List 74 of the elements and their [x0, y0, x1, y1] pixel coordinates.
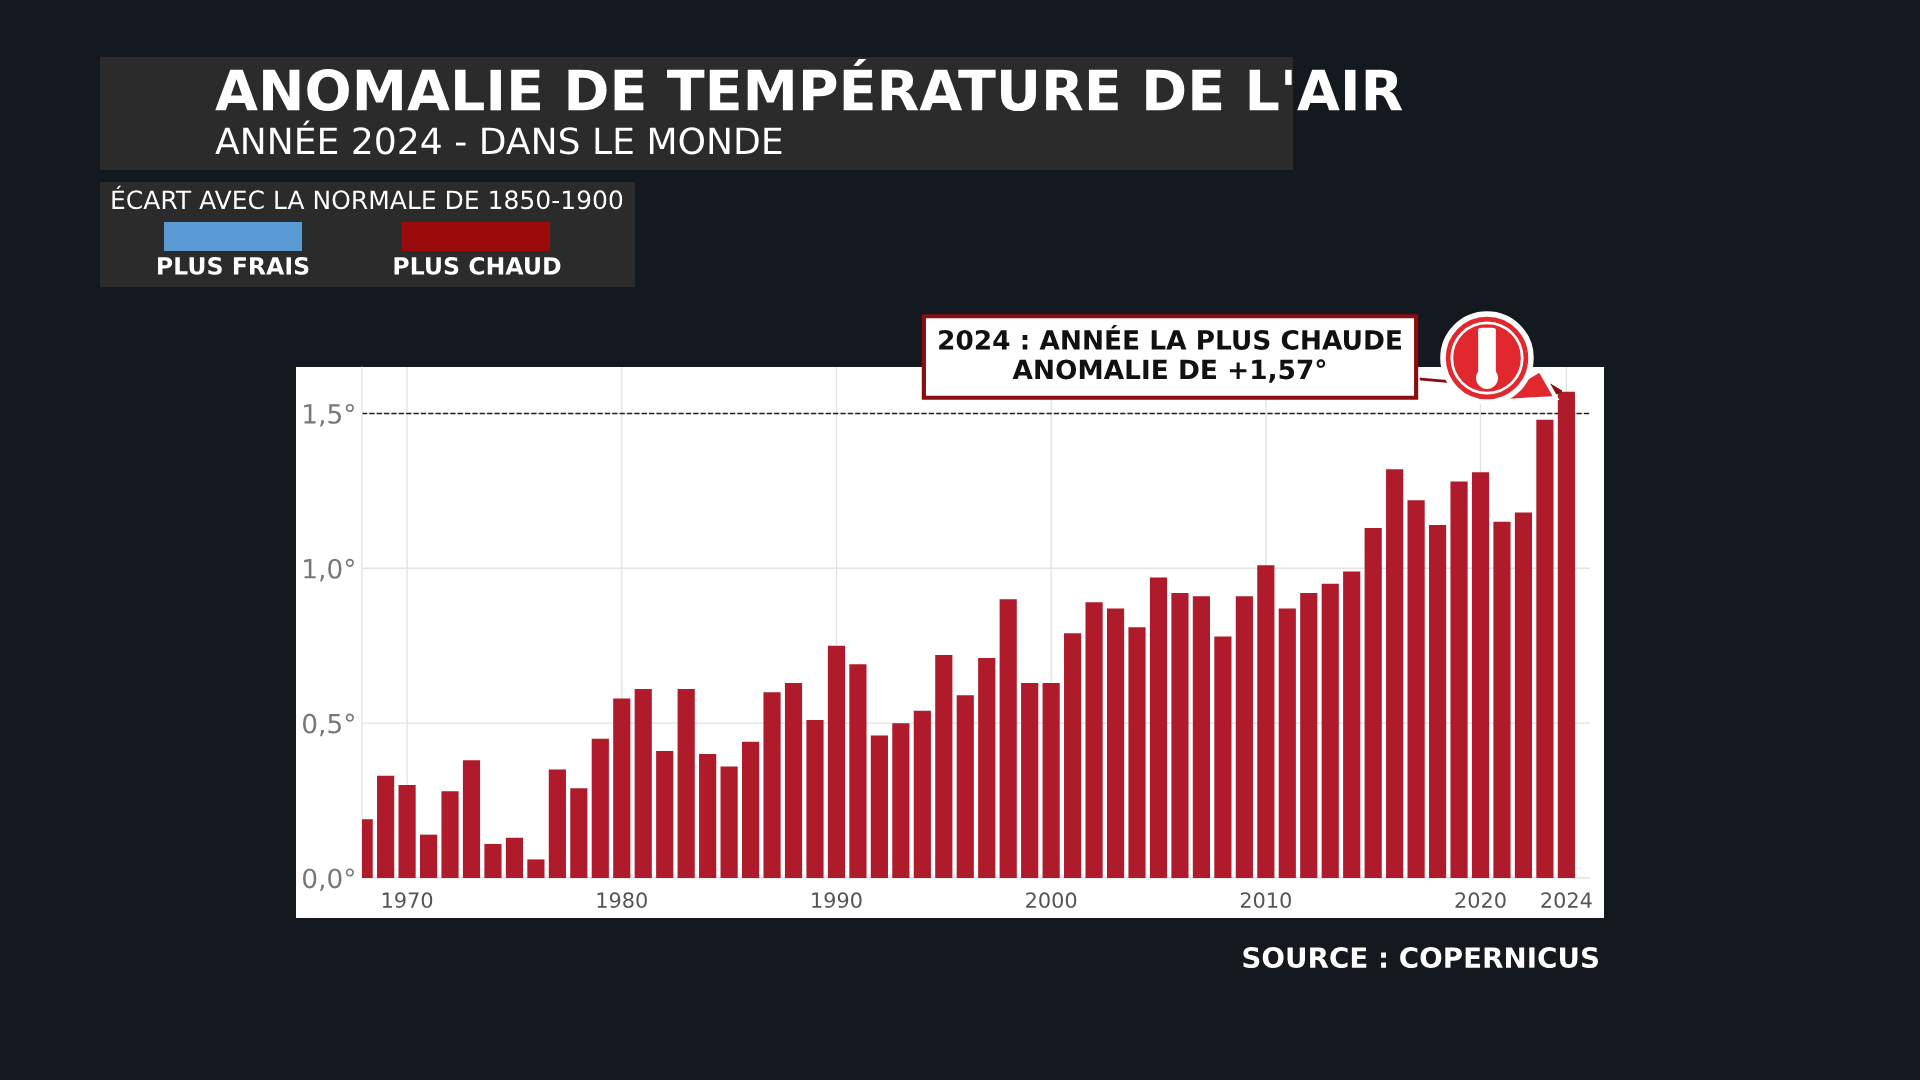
y-tick-label: 0,0° — [303, 868, 354, 892]
bar — [1171, 593, 1189, 878]
annotation: 2024 : ANNÉE LA PLUS CHAUDE ANOMALIE DE +1,57° — [939, 325, 1401, 383]
bar — [784, 682, 803, 878]
bar — [1450, 481, 1468, 878]
bar — [1536, 419, 1554, 878]
bar — [763, 692, 781, 878]
bar — [527, 859, 545, 878]
y-tick-label: 1,5° — [304, 403, 354, 427]
bar — [892, 723, 910, 878]
x-tick-label: 2020 — [1455, 892, 1506, 909]
bar — [656, 751, 674, 878]
bar — [720, 766, 738, 878]
bar — [1192, 596, 1211, 878]
bar — [1149, 577, 1168, 878]
bar — [806, 720, 824, 878]
x-tick-label: 1980 — [597, 892, 647, 909]
bar — [1128, 627, 1146, 878]
bar — [1493, 521, 1511, 878]
x-tick-label: 2010 — [1240, 892, 1291, 909]
bar — [1214, 636, 1232, 878]
bar — [570, 788, 588, 878]
y-tick-label: 0,5° — [303, 713, 354, 737]
bar — [1300, 593, 1318, 878]
text: PLUS CHAUD — [394, 256, 561, 275]
bar — [1257, 565, 1275, 878]
bar — [978, 658, 996, 878]
bar — [699, 754, 717, 878]
bar — [913, 710, 931, 878]
bar — [377, 775, 395, 878]
bar — [505, 837, 524, 878]
bar — [419, 834, 438, 878]
bar — [1106, 608, 1125, 878]
bar — [849, 664, 867, 878]
bar — [1321, 583, 1339, 878]
chart-subtitle: ANNÉE 2024 - DANS LE MONDE — [215, 120, 782, 155]
bar — [1407, 500, 1425, 878]
bar — [634, 689, 652, 878]
text: ÉCART AVEC LA NORMALE DE 1850-1900 — [112, 185, 623, 210]
y-tick-label: 1,0° — [304, 558, 354, 582]
bar — [1085, 602, 1103, 878]
bar — [1428, 524, 1447, 878]
bar — [1064, 633, 1082, 878]
x-tick-label: 1990 — [812, 892, 862, 909]
bar — [441, 791, 459, 878]
x-tick-label: 2000 — [1026, 892, 1077, 909]
bar — [1557, 391, 1575, 878]
bar — [1042, 682, 1060, 878]
bar — [613, 698, 631, 878]
x-tick-label: 1970 — [382, 892, 433, 909]
bar — [398, 785, 416, 878]
bar — [591, 738, 609, 878]
chart-title: ANOMALIE DE TEMPÉRATURE DE L'AIR — [215, 58, 1403, 112]
bar — [484, 843, 502, 878]
bar — [1278, 608, 1296, 878]
bar — [462, 760, 481, 878]
bar — [1386, 469, 1404, 878]
bar — [870, 735, 888, 878]
bar — [1514, 512, 1533, 878]
bar — [827, 645, 846, 878]
source-note: SOURCE : COPERNICUS — [1243, 947, 1598, 969]
bar — [677, 689, 695, 878]
bar — [548, 769, 566, 878]
bar — [741, 741, 760, 878]
bar — [956, 695, 974, 878]
x-tick-label: 2024 — [1541, 892, 1592, 909]
bar — [935, 655, 953, 878]
text: PLUS FRAIS — [158, 256, 309, 275]
bar — [1235, 596, 1253, 878]
bar — [1343, 571, 1361, 878]
bar — [1364, 528, 1382, 878]
bar — [999, 599, 1017, 878]
bar — [1471, 472, 1490, 878]
bar — [1021, 682, 1039, 878]
